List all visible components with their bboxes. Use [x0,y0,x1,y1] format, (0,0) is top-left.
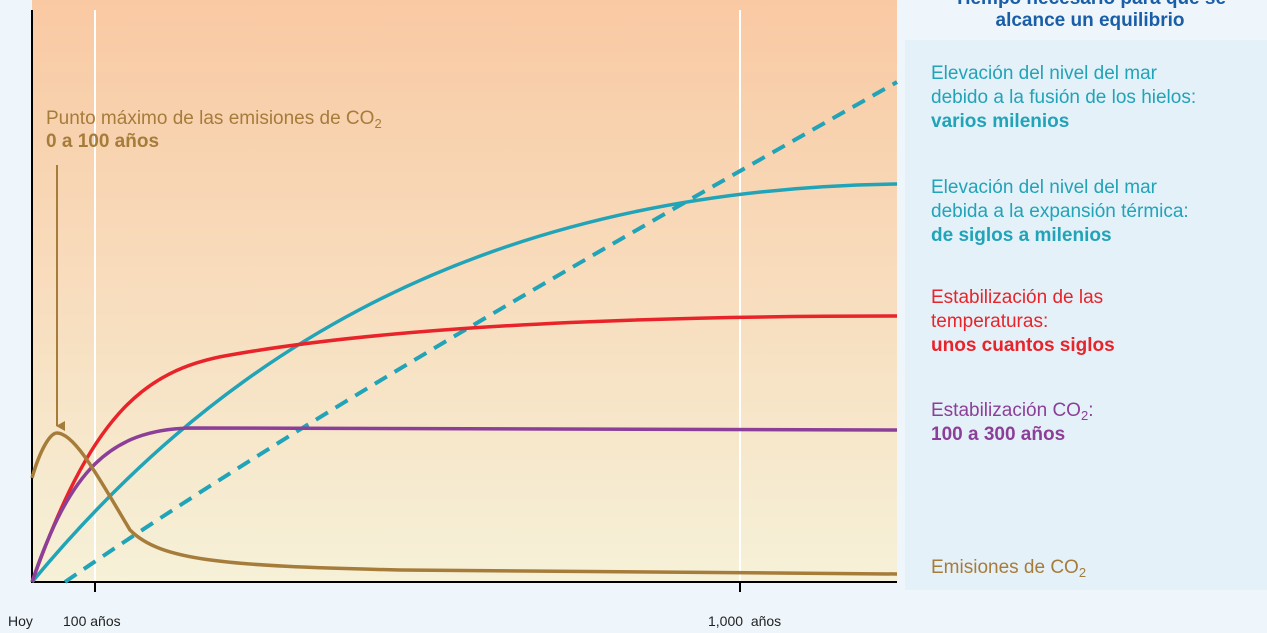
x-tick-label: Hoy [8,613,33,629]
annotation-text: Punto máximo de las emisiones de CO [46,108,374,129]
legend-panel [905,40,1267,590]
legend-bold: varios milenios [931,111,1069,132]
subscript: 2 [374,116,381,131]
legend-text: Emisiones de CO2 [931,557,1086,580]
curve-ice-melt [63,80,898,584]
legend-bold: unos cuantos siglos [931,335,1115,356]
annotation: Punto máximo de las emisiones de CO2 [46,108,382,131]
subscript: 2 [1079,565,1086,580]
legend-text-part: Emisiones de CO [931,557,1079,578]
title: Tiempo necesario para que se [954,0,1226,9]
legend-text: Estabilización CO2: [931,400,1093,423]
legend-text: temperaturas: [931,311,1048,332]
legend-text: Elevación del nivel del mar [931,177,1158,198]
x-tick-label: 100 años [63,613,121,629]
curve-co2-emissions [30,431,898,576]
legend-text: Estabilización de las [931,287,1103,308]
x-tick-label: 1,000 años [708,613,781,629]
legend-bold: de siglos a milenios [931,225,1112,246]
plot-area [32,0,897,582]
curve-co2-stabilization [30,426,898,583]
legend-text: debida a la expansión térmica: [931,201,1189,222]
legend-text-part: Estabilización CO [931,400,1081,421]
curve-temperature [30,314,898,583]
legend-text: Elevación del nivel del mar [931,63,1158,84]
subscript: 2 [1081,408,1088,423]
title: alcance un equilibrio [996,10,1185,31]
legend-bold: 100 a 300 años [931,424,1065,445]
legend-text-part: : [1088,400,1093,421]
annotation-range: 0 a 100 años [46,131,159,152]
legend-text: debido a la fusión de los hielos: [931,87,1196,108]
